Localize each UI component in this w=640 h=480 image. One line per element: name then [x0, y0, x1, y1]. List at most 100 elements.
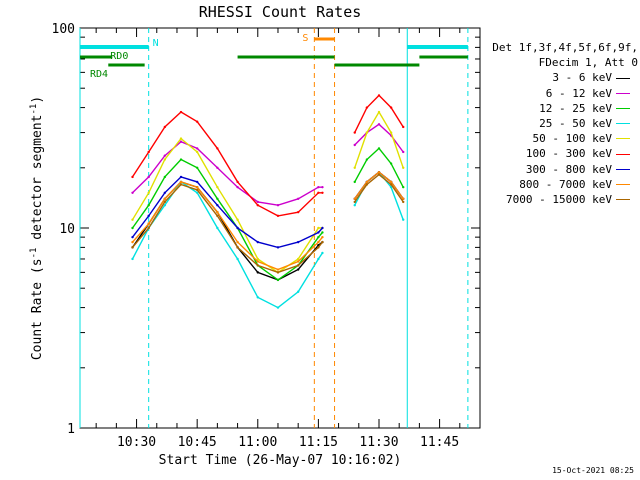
- series-point-5: [236, 180, 239, 184]
- series-point-2: [321, 231, 324, 234]
- legend-entry: 7000 - 15000 keV: [478, 192, 638, 207]
- x-tick-label: 11:30: [359, 435, 398, 450]
- series-point-1: [256, 200, 259, 204]
- series-point-3: [276, 306, 280, 309]
- series-point-5: [163, 125, 167, 129]
- series-point-6: [276, 246, 280, 249]
- series-point-8: [216, 214, 219, 218]
- series-point-4: [377, 110, 381, 114]
- series-line-7: [131, 171, 404, 271]
- series-point-8: [377, 173, 381, 176]
- series-point-4: [131, 218, 134, 221]
- legend-entry: 6 - 12 keV: [478, 86, 638, 101]
- series-point-6: [236, 226, 239, 230]
- series-point-8: [389, 183, 393, 186]
- series-point-8: [276, 271, 280, 274]
- series-point-3: [216, 226, 219, 230]
- series-point-6: [321, 226, 324, 230]
- series-point-4: [163, 158, 167, 161]
- series-point-8: [179, 183, 183, 186]
- legend-swatch: [616, 107, 630, 109]
- series-point-4: [236, 218, 239, 221]
- series-point-5: [131, 175, 134, 179]
- series-point-4: [179, 137, 183, 140]
- series-point-8: [353, 200, 356, 204]
- series-point-2: [402, 185, 405, 189]
- series-point-5: [195, 120, 199, 123]
- series-point-7: [163, 197, 167, 200]
- legend-swatch: [616, 199, 630, 201]
- chart-title: RHESSI Count Rates: [198, 3, 362, 21]
- flag-label-rd4: RD4: [90, 69, 108, 80]
- series-point-8: [195, 188, 199, 192]
- legend-entry: 50 - 100 keV: [478, 131, 638, 146]
- legend-entry: 12 - 25 keV: [478, 101, 638, 116]
- series-point-2: [389, 162, 393, 165]
- legend-entry: 100 - 300 keV: [478, 146, 638, 161]
- series-point-5: [256, 204, 259, 207]
- legend-swatch: [616, 168, 630, 170]
- series-point-6: [131, 235, 134, 239]
- legend-label: 25 - 50 keV: [539, 117, 612, 131]
- series-point-1: [179, 140, 183, 143]
- series-point-7: [365, 180, 369, 184]
- legend-label: 50 - 100 keV: [532, 132, 612, 146]
- series-point-3: [195, 191, 199, 194]
- series-point-4: [296, 257, 300, 261]
- series-point-1: [353, 143, 356, 147]
- series-point-7: [216, 210, 219, 214]
- legend-label: 100 - 300 keV: [525, 147, 612, 161]
- legend-entry: 300 - 800 keV: [478, 162, 638, 177]
- series-point-5: [377, 94, 381, 97]
- legend-swatch: [616, 123, 630, 125]
- series-point-1: [163, 154, 167, 157]
- series-point-3: [163, 204, 167, 207]
- series-point-8: [365, 183, 369, 186]
- x-tick-label: 11:45: [420, 435, 459, 450]
- series-point-8: [163, 200, 167, 204]
- legend-header-line-2: FDecim 1, Att 0: [538, 56, 638, 70]
- series-point-8: [131, 246, 134, 249]
- series-point-7: [321, 235, 324, 239]
- series-point-8: [402, 200, 405, 204]
- series-line-2: [131, 147, 404, 281]
- series-point-7: [296, 260, 300, 263]
- legend-swatch: [616, 138, 630, 140]
- series-point-2: [353, 180, 356, 184]
- timestamp: 15-Oct-2021 08:25: [552, 466, 634, 475]
- series-point-2: [276, 278, 280, 282]
- series-point-4: [147, 191, 150, 194]
- series-point-3: [236, 257, 239, 261]
- series-point-3: [402, 218, 405, 221]
- series-point-7: [276, 268, 280, 271]
- series-point-4: [365, 131, 369, 134]
- series-point-5: [317, 191, 320, 194]
- series-point-5: [365, 106, 369, 109]
- legend-entry: 25 - 50 keV: [478, 116, 638, 131]
- x-tick-label: 10:30: [117, 435, 156, 450]
- series-point-8: [296, 264, 300, 267]
- series-point-7: [389, 180, 393, 184]
- series-point-7: [236, 240, 239, 244]
- series-point-6: [179, 175, 183, 179]
- series-point-1: [131, 191, 134, 194]
- series-point-5: [179, 110, 183, 114]
- flag-label-rd0: RD0: [110, 51, 128, 62]
- legend-swatch: [616, 77, 630, 79]
- series-point-2: [131, 226, 134, 230]
- y-tick-label: 100: [52, 22, 75, 37]
- y-tick-label: 10: [59, 222, 75, 237]
- series-point-8: [147, 226, 150, 230]
- series-point-4: [216, 185, 219, 189]
- legend-swatch: [616, 92, 630, 94]
- legend-entry: 800 - 7000 keV: [478, 177, 638, 192]
- series-point-1: [276, 204, 280, 207]
- series-point-5: [321, 191, 324, 194]
- series-point-3: [131, 257, 134, 261]
- y-tick-label: 1: [67, 422, 75, 437]
- series-point-5: [402, 125, 405, 129]
- series-point-4: [389, 131, 393, 134]
- series-point-3: [256, 296, 259, 299]
- series-point-8: [236, 246, 239, 249]
- series-point-4: [195, 150, 199, 154]
